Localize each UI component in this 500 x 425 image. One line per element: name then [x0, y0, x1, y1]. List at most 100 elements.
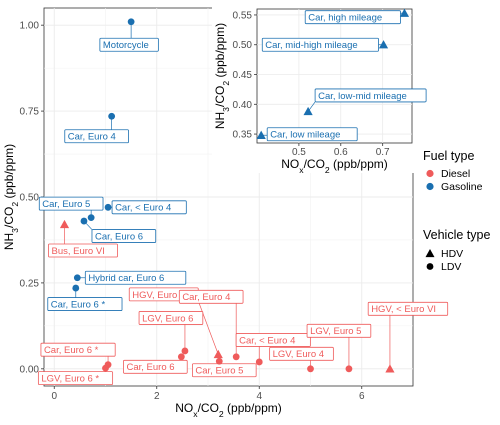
point-label-car-euro-4: Car, Euro 4: [182, 292, 230, 303]
point-label-car-euro-6-box: [123, 359, 188, 374]
point-label-lgv-euro-6-group: LGV, Euro 6: [138, 311, 204, 351]
point-label-lgv-euro-6-box: [37, 371, 114, 386]
x-axis-title: NOx/CO2 (ppb/ppm): [175, 401, 281, 419]
legend-vehicle-title: Vehicle type: [423, 228, 490, 242]
point-label-car-euro-5-group: Car, Euro 5: [191, 361, 257, 378]
point-lgv-euro-6: [102, 364, 109, 372]
point-label-lgv-euro-5: LGV, Euro 5: [310, 326, 361, 337]
point-label-car-euro-4-box: [178, 289, 244, 304]
point-lgv-euro-4: [307, 365, 314, 373]
point-lgv-euro-6: [181, 347, 189, 355]
point-label-car-euro-5-group: Car, Euro 5: [38, 196, 104, 218]
x-tick-label: 4: [256, 391, 262, 402]
inset-x-tick-label: 0.7: [376, 147, 390, 158]
point-label-hgv-euro-vi-group: HGV, < Euro VI: [367, 301, 449, 369]
point-label-hgv-euro-vi-box: [367, 301, 449, 316]
point-label-lgv-euro-5-group: LGV, Euro 5: [306, 323, 372, 369]
point-label-bus-euro-vi-box: [48, 243, 118, 258]
point-label-lgv-euro-6-box: [138, 311, 204, 325]
point-label-car-euro-4-box: [64, 129, 129, 144]
point-label-hgv-euro-vi-leader: [197, 300, 219, 355]
point-bus-euro-vi: [59, 219, 70, 229]
x-tick-label: 0: [51, 391, 57, 402]
point-label-car-euro-5-box: [38, 196, 104, 211]
point-motorcycle: [127, 18, 135, 26]
point-car-euro-4: [104, 203, 112, 211]
point-label-car-euro-4-box: [235, 333, 311, 347]
point-car-euro-4: [108, 112, 116, 120]
legend-label-diesel: Diesel: [441, 168, 470, 180]
point-label-car-euro-4-box: [111, 200, 187, 215]
inset-label-car-low-mid-mileage: Car, low-mid mileage: [318, 91, 407, 102]
legend-key-hdv: [425, 249, 435, 258]
inset-label-car-low-mileage-group: Car, low mileage: [261, 127, 358, 142]
inset-y-tick-label: 0.55: [233, 10, 253, 21]
inset-y-tick-label: 0.45: [233, 70, 253, 81]
point-label-car-euro-6: Car, Euro 6: [126, 362, 174, 373]
y-axis-title: NH3/CO2 (ppb/ppm): [2, 144, 20, 250]
point-label-lgv-euro-6: LGV, Euro 6 *: [41, 374, 99, 385]
inset-panel: [256, 8, 413, 144]
point-label-lgv-euro-4-box: [269, 346, 334, 361]
point-label-motorcycle-box: [99, 37, 159, 52]
point-label-bus-euro-vi-group: Bus, Euro VI: [48, 224, 118, 258]
inset-label-car-low-mid-mileage-group: Car, low-mid mileage: [307, 88, 427, 112]
point-label-hybrid-car-euro-6-group: Hybrid car, Euro 6: [77, 270, 187, 285]
legend-label-hdv: HDV: [441, 248, 463, 260]
point-label-lgv-euro-4: LGV, Euro 4: [273, 349, 324, 360]
point-label-car-euro-5: Car, Euro 5: [195, 366, 243, 377]
inset-label-car-low-mid-mileage-box: [314, 88, 427, 103]
inset-label-car-mid-high-mileage: Car, mid-high mileage: [265, 40, 357, 51]
inset-point-car-mid-high-mileage: [378, 40, 389, 49]
inset-x-axis-title: NOx/CO2 (ppb/ppm): [281, 157, 387, 175]
point-label-car-euro-6-group: Car, Euro 6 *: [47, 288, 123, 311]
point-label-car-euro-4-group: Car, < Euro 4: [108, 200, 187, 215]
point-label-motorcycle-group: Motorcycle: [99, 21, 159, 52]
point-label-lgv-euro-5-box: [306, 323, 372, 338]
point-hgv-euro-vi: [385, 364, 395, 373]
y-tick-label: 1.00: [20, 21, 40, 32]
point-car-euro-4: [255, 358, 263, 366]
point-label-car-euro-6-box: [91, 229, 157, 243]
point-hgv-euro-vi: [213, 349, 223, 359]
point-label-car-euro-6-box: [40, 342, 116, 357]
legend-label-gasoline: Gasoline: [441, 181, 483, 193]
point-label-lgv-euro-4-group: LGV, Euro 4: [269, 346, 334, 369]
inset-y-axis-title: NH3/CO2 (ppb/ppm): [213, 23, 231, 129]
legend-key-ldv: [426, 263, 434, 270]
point-lgv-euro-5: [345, 365, 353, 373]
inset-y-tick-label: 0.50: [233, 40, 253, 51]
inset-x-tick-label: 0.5: [292, 147, 306, 158]
point-label-car-euro-4-group: Car, Euro 4: [178, 289, 244, 357]
point-label-lgv-euro-6-group: LGV, Euro 6 *: [37, 368, 114, 386]
inset-point-car-low-mid-mileage: [303, 106, 313, 116]
point-label-hybrid-car-euro-6-box: [84, 270, 187, 285]
point-car-euro-4: [232, 353, 240, 361]
point-label-car-euro-6-group: Car, Euro 6: [123, 356, 188, 374]
point-label-car-euro-6-group: Car, Euro 6 *: [40, 342, 116, 365]
inset-label-car-mid-high-mileage-box: [261, 37, 379, 52]
x-tick-label: 2: [154, 391, 160, 402]
point-label-car-euro-4: Car, < Euro 4: [115, 203, 171, 214]
inset-label-car-high-mileage-group: Car, high mileage: [304, 10, 405, 25]
point-label-car-euro-5: Car, Euro 5: [42, 199, 90, 210]
point-label-car-euro-5-box: [191, 363, 257, 378]
inset-point-car-low-mileage: [256, 130, 266, 139]
point-label-car-euro-4-group: Car, Euro 4: [64, 116, 129, 144]
legend-key-gasoline: [426, 182, 434, 191]
point-label-car-euro-6-box: [47, 297, 123, 311]
point-car-euro-6: [72, 284, 80, 292]
y-tick-label: 0.25: [20, 278, 40, 289]
point-label-car-euro-6: Car, Euro 6 *: [51, 299, 106, 310]
x-tick-label: 6: [359, 391, 365, 402]
point-label-hybrid-car-euro-6: Hybrid car, Euro 6: [88, 273, 164, 284]
point-car-euro-5: [87, 214, 95, 222]
point-label-motorcycle: Motorcycle: [103, 40, 149, 51]
inset-label-car-high-mileage-box: [304, 10, 401, 25]
y-tick-label: 0.50: [20, 193, 40, 204]
inset-label-car-mid-high-mileage-group: Car, mid-high mileage: [261, 37, 384, 52]
point-car-euro-6: [80, 217, 88, 225]
legend-fuel-title: Fuel type: [423, 149, 474, 163]
